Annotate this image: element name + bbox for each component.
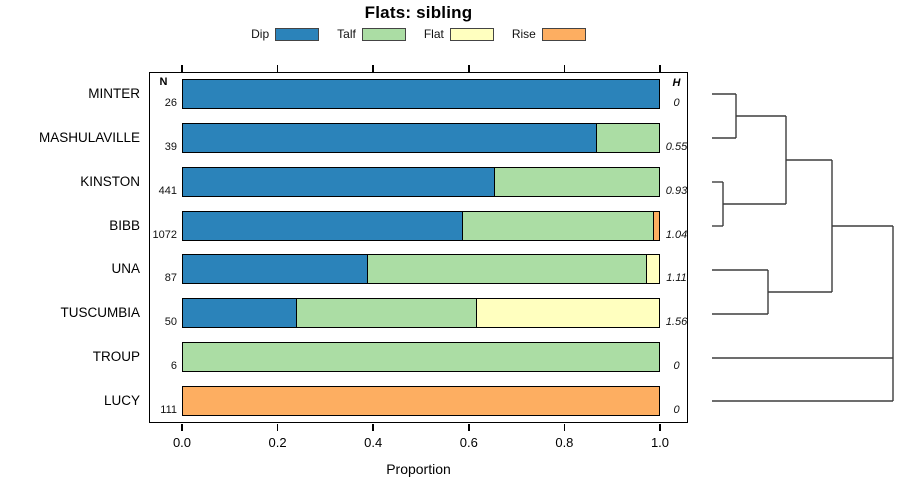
row-label-troup: TROUP [92, 349, 140, 364]
legend-item-talf: Talf [337, 27, 406, 41]
legend-swatch-rise [541, 27, 586, 41]
bar-segment-flat [475, 299, 659, 327]
x-tick-bottom [276, 424, 279, 431]
x-tick-bottom [372, 424, 374, 431]
bar-segment-rise [653, 212, 659, 240]
bar-mashulaville [182, 123, 660, 153]
bar-segment-dip [183, 299, 296, 327]
bar-segment-flat [646, 255, 659, 283]
n-value: 1072 [152, 229, 177, 241]
bar-segment-talf [366, 255, 647, 283]
n-column-header: N [159, 76, 168, 88]
legend: Dip Talf Flat Rise [149, 26, 688, 42]
x-tick-label: 0.0 [172, 435, 192, 450]
legend-label: Flat [423, 27, 444, 41]
h-column-header: H [672, 77, 681, 89]
row-label-bibb: BIBB [109, 218, 140, 233]
bar-segment-rise [183, 387, 659, 415]
bar-segment-talf [461, 212, 654, 240]
row-label-minter: MINTER [88, 86, 140, 101]
row-label-kinston: KINSTON [80, 174, 140, 189]
x-tick-label: 0.8 [555, 435, 574, 450]
legend-swatch-talf [361, 27, 406, 41]
x-tick-label: 0.2 [268, 435, 287, 450]
bar-tuscumbia [182, 298, 660, 328]
bar-segment-dip [183, 212, 462, 240]
h-value: 0.93 [665, 185, 688, 197]
legend-label: Rise [511, 27, 536, 41]
x-tick-bottom [563, 424, 566, 431]
x-tick-top [276, 65, 279, 72]
bar-minter [182, 79, 660, 109]
x-tick-label: 1.0 [650, 435, 670, 450]
x-tick-top [659, 65, 661, 72]
n-value: 6 [170, 360, 177, 372]
h-value: 0.55 [665, 141, 688, 153]
bar-bibb [182, 211, 660, 241]
legend-swatch-dip [275, 27, 320, 41]
legend-label: Talf [337, 27, 356, 41]
bar-una [182, 254, 660, 284]
chart-title: Flats: sibling [364, 3, 473, 22]
x-tick-top [181, 65, 183, 72]
bar-segment-talf [183, 343, 659, 371]
bar-kinston [182, 167, 660, 197]
x-tick-top [468, 65, 470, 72]
row-label-mashulaville: MASHULAVILLE [38, 130, 140, 145]
x-tick-top [563, 65, 566, 72]
bar-segment-talf [596, 124, 659, 152]
h-value: 0 [673, 404, 680, 416]
h-value: 0 [673, 360, 680, 372]
legend-swatch-flat [449, 27, 494, 41]
x-tick-bottom [468, 424, 470, 431]
bar-segment-dip [183, 168, 495, 196]
h-value: 1.04 [665, 229, 688, 241]
h-value: 1.56 [665, 316, 688, 328]
x-tick-bottom [181, 424, 183, 431]
bar-segment-dip [183, 255, 367, 283]
bar-lucy [182, 386, 660, 416]
legend-item-rise: Rise [512, 27, 586, 41]
legend-item-flat: Flat [424, 27, 494, 41]
x-tick-bottom [659, 424, 661, 431]
row-label-tuscumbia: TUSCUMBIA [60, 305, 140, 320]
n-value: 111 [160, 404, 177, 416]
n-value: 50 [164, 316, 177, 328]
plot-frame [149, 72, 688, 423]
bar-segment-dip [183, 124, 597, 152]
row-label-una: UNA [111, 261, 140, 276]
n-value: 441 [158, 185, 177, 197]
h-value: 0 [673, 97, 680, 109]
x-tick-label: 0.4 [364, 435, 383, 450]
n-value: 87 [164, 272, 177, 284]
legend-label: Dip [251, 27, 270, 41]
legend-item-dip: Dip [251, 27, 320, 41]
x-axis-title: Proportion [386, 461, 451, 477]
bar-troup [182, 342, 660, 372]
bar-segment-dip [183, 80, 659, 108]
x-tick-label: 0.6 [459, 435, 478, 450]
h-value: 1.11 [666, 272, 687, 284]
bar-segment-talf [494, 168, 659, 196]
bar-segment-talf [295, 299, 476, 327]
x-tick-top [372, 65, 374, 72]
n-value: 26 [164, 97, 177, 109]
row-label-lucy: LUCY [103, 393, 140, 408]
n-value: 39 [164, 141, 177, 153]
